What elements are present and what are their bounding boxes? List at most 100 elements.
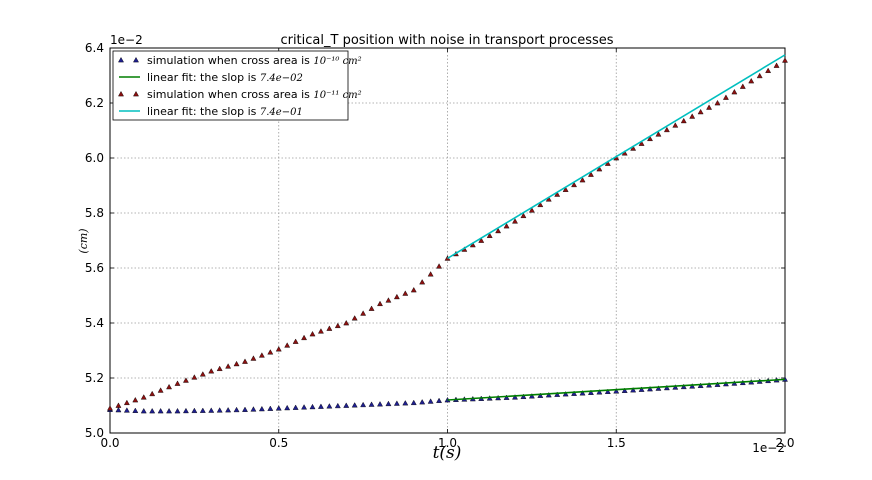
series-2 [107, 57, 788, 411]
data-point [284, 404, 291, 411]
data-point [613, 388, 620, 394]
data-point [419, 399, 426, 405]
data-point [199, 407, 206, 413]
data-point [343, 319, 350, 326]
data-point [267, 405, 274, 411]
data-point [689, 383, 696, 389]
legend-math: 7.4e−02 [260, 73, 303, 84]
data-point [360, 401, 367, 408]
y-tick-label: 5.2 [85, 371, 104, 385]
data-point [233, 360, 240, 367]
y-tick-label: 6.4 [85, 41, 104, 55]
fit-line [447, 54, 786, 260]
y-tick-label: 5.4 [85, 316, 104, 330]
data-point [182, 407, 189, 414]
legend-math: 10⁻¹⁰ cm² [313, 56, 361, 67]
data-point [579, 176, 586, 183]
y-tick-label: 6.0 [85, 151, 104, 165]
data-point [419, 279, 426, 285]
data-point [301, 404, 308, 410]
legend: simulation when cross area is 10⁻¹⁰ cm² l… [112, 50, 362, 121]
x-tick-label: 1.0 [438, 436, 457, 450]
data-point [191, 374, 198, 380]
data-point [436, 397, 443, 403]
data-point [655, 385, 662, 391]
data-point [317, 328, 324, 334]
data-point [402, 290, 409, 296]
data-point [520, 212, 527, 219]
data-point [503, 394, 510, 400]
data-point [258, 352, 265, 358]
data-point [326, 325, 333, 331]
data-point [377, 401, 383, 407]
data-point [478, 237, 485, 243]
data-point [537, 201, 544, 208]
data-point [326, 403, 333, 409]
data-point [393, 400, 400, 406]
legend-marker-swatch [118, 90, 124, 97]
data-point [427, 271, 434, 277]
data-point [410, 286, 417, 293]
data-point [242, 406, 248, 412]
data-point [284, 342, 291, 348]
axis-ticks: 0.0 0.5 1.0 1.5 2.0 5.0 5.2 5.4 5.6 5.8 6.0 6.2 6.4 [85, 41, 795, 450]
data-point [258, 405, 265, 412]
data-point [166, 407, 173, 414]
legend-math: 10⁻¹¹ cm² [313, 90, 361, 101]
data-point [706, 104, 713, 110]
y-tick-label: 6.2 [85, 96, 104, 110]
data-point [512, 218, 518, 224]
data-point [149, 407, 156, 414]
data-point [604, 388, 611, 394]
legend-math: 7.4e−01 [260, 107, 303, 118]
legend-marker-swatch [133, 56, 139, 63]
data-point [123, 407, 130, 413]
data-point [182, 377, 189, 383]
chart-title: critical_T position with noise in transp… [280, 33, 613, 48]
legend-label: simulation when cross area is 10⁻¹⁰ cm² [147, 54, 362, 67]
legend-box [112, 50, 349, 121]
data-point [638, 140, 645, 146]
data-point [554, 191, 561, 197]
y-tick-label: 5.8 [85, 206, 104, 220]
data-point [123, 399, 130, 406]
data-point [225, 407, 232, 413]
data-point [672, 122, 679, 128]
data-point [689, 113, 696, 119]
data-point [132, 407, 139, 413]
data-point [731, 88, 738, 95]
data-point [739, 83, 746, 89]
x-tick-label: 0.0 [100, 436, 119, 450]
data-point [174, 380, 181, 386]
data-point [528, 393, 535, 399]
data-point [410, 399, 417, 406]
data-point [537, 392, 544, 398]
data-point [486, 232, 493, 238]
data-point [191, 407, 198, 414]
data-point [301, 334, 308, 341]
data-point [292, 404, 299, 410]
data-point [630, 387, 637, 393]
data-point [714, 99, 721, 106]
y-tick-label: 5.0 [85, 426, 104, 440]
legend-label: simulation when cross area is 10⁻¹¹ cm² [147, 88, 362, 101]
data-point [140, 394, 147, 400]
fit-line [447, 378, 786, 401]
data-point [208, 368, 215, 374]
legend-text: simulation when cross area is [147, 54, 313, 67]
data-point [427, 398, 434, 404]
data-point [402, 400, 409, 406]
data-point [503, 223, 510, 229]
legend-marker-swatch [133, 90, 139, 97]
data-point [647, 385, 653, 392]
data-point [250, 355, 257, 361]
data-point [132, 396, 139, 403]
data-point [621, 387, 628, 393]
data-point [275, 405, 282, 411]
data-point [216, 407, 223, 413]
data-point [377, 300, 383, 307]
data-point [360, 310, 367, 316]
series-3 [447, 54, 786, 260]
data-point [107, 405, 113, 411]
data-point [343, 402, 350, 408]
